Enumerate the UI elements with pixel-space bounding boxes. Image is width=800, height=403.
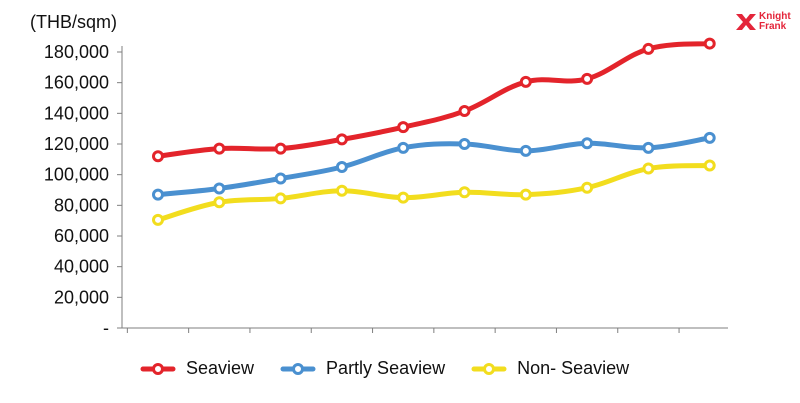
data-point-non-seaview: [274, 192, 287, 205]
data-point-non-seaview: [703, 159, 716, 172]
data-point-seaview: [335, 133, 348, 146]
y-tick-label: 160,000: [44, 73, 109, 93]
y-tick-label: 120,000: [44, 134, 109, 154]
data-point-non-seaview: [519, 188, 532, 201]
legend-label: Seaview: [186, 358, 255, 378]
data-point-partly-seaview: [152, 188, 164, 201]
legend-item-seaview: Seaview: [140, 358, 254, 379]
y-tick-label: 100,000: [44, 165, 109, 185]
legend-label: Non- Seaview: [517, 358, 630, 378]
legend-item-non-seaview: Non- Seaview: [471, 358, 629, 379]
data-point-non-seaview: [152, 213, 164, 226]
data-point-partly-seaview: [458, 138, 471, 150]
data-point-non-seaview: [458, 186, 471, 199]
legend-swatch-seaview: [140, 362, 176, 375]
y-axis-label: (THB/sqm): [30, 12, 117, 32]
y-tick-label: -: [103, 318, 109, 338]
series-line-seaview: [155, 41, 713, 159]
data-point-partly-seaview: [519, 144, 532, 157]
logo-text-line1: Knight: [759, 11, 791, 22]
data-point-partly-seaview: [213, 182, 226, 195]
series-line-partly-seaview: [155, 135, 713, 198]
data-point-seaview: [213, 142, 226, 155]
data-point-seaview: [703, 37, 716, 50]
y-tick-label: 80,000: [54, 195, 109, 215]
y-tick-label: 60,000: [54, 226, 109, 246]
data-point-partly-seaview: [581, 137, 594, 150]
y-tick-label: 140,000: [44, 103, 109, 123]
data-point-seaview: [581, 72, 594, 85]
data-point-seaview: [397, 121, 410, 134]
legend-label: Partly Seaview: [326, 358, 446, 378]
series-line-non-seaview: [155, 162, 713, 223]
legend-swatch-partly-seaview: [280, 362, 316, 375]
data-point-seaview: [274, 142, 287, 155]
knight-frank-logo-icon: [736, 14, 756, 30]
y-tick-label: 40,000: [54, 257, 109, 277]
data-point-non-seaview: [335, 184, 348, 197]
legend-swatch-non-seaview: [471, 362, 507, 375]
data-point-seaview: [458, 105, 471, 118]
data-point-partly-seaview: [335, 161, 348, 173]
data-point-seaview: [152, 150, 164, 163]
data-point-seaview: [519, 75, 532, 88]
data-point-partly-seaview: [642, 141, 655, 154]
data-point-non-seaview: [581, 181, 594, 194]
data-point-non-seaview: [642, 162, 655, 175]
logo-text-line2: Frank: [759, 21, 787, 32]
data-point-non-seaview: [397, 191, 410, 204]
data-point-partly-seaview: [274, 172, 287, 185]
data-point-partly-seaview: [397, 141, 410, 154]
data-point-non-seaview: [213, 196, 226, 209]
y-tick-label: 180,000: [44, 42, 109, 62]
data-point-seaview: [642, 42, 655, 55]
legend-item-partly-seaview: Partly Seaview: [280, 358, 445, 379]
data-point-partly-seaview: [703, 131, 716, 144]
legend: Seaview Partly Seaview Non- Seaview: [140, 358, 655, 379]
y-tick-label: 20,000: [54, 287, 109, 307]
knight-frank-logo: Knight Frank: [736, 12, 791, 32]
